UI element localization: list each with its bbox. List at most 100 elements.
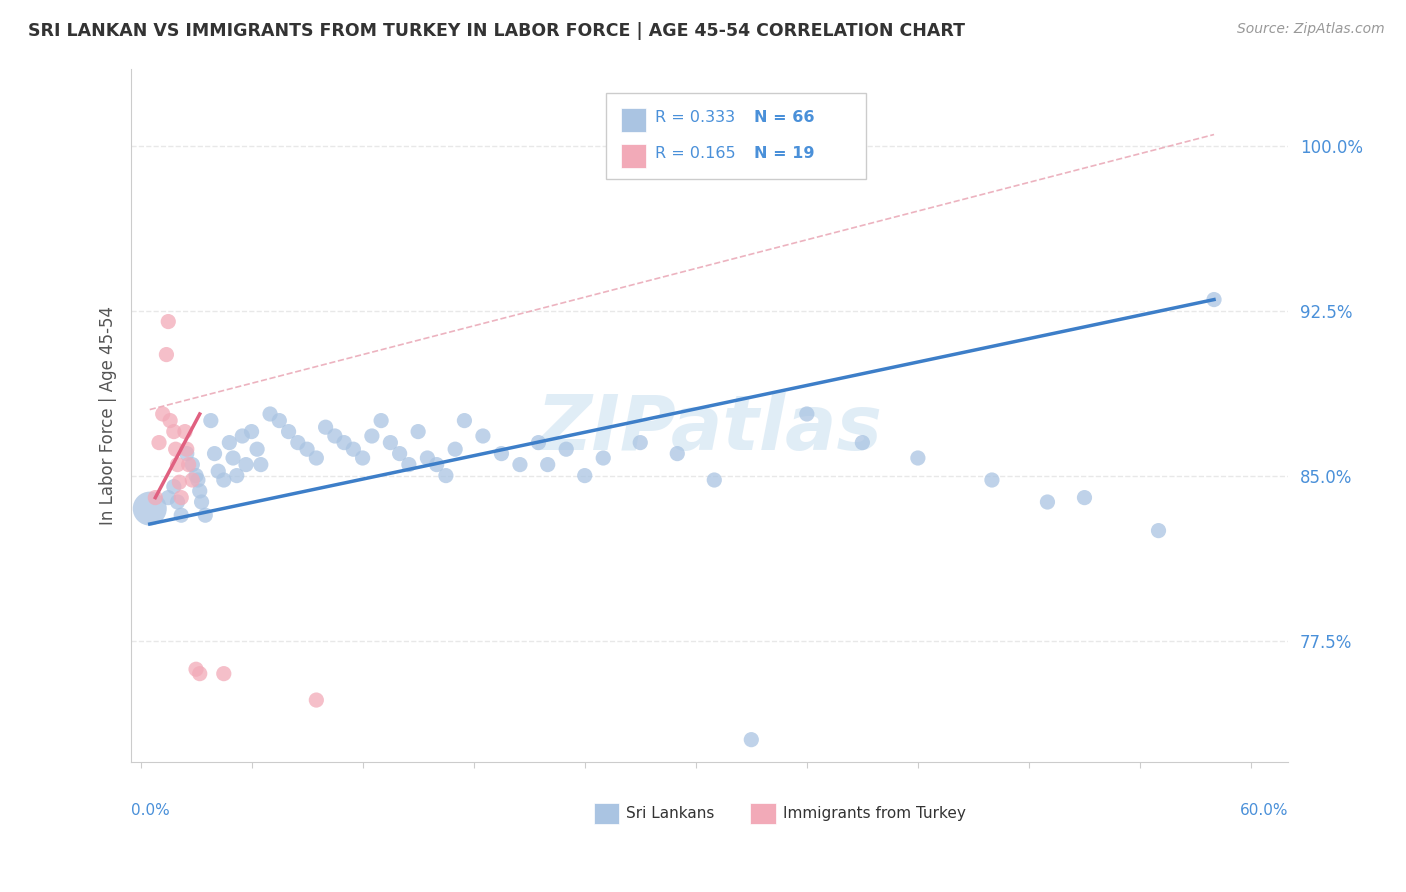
Point xyxy=(740,732,762,747)
Point xyxy=(187,473,209,487)
Point xyxy=(1202,293,1225,307)
Point xyxy=(181,458,204,472)
Point xyxy=(159,414,181,428)
Point xyxy=(352,450,374,465)
Point xyxy=(225,468,247,483)
Point xyxy=(1147,524,1170,538)
Point xyxy=(703,473,725,487)
Point xyxy=(166,495,188,509)
Point xyxy=(333,435,356,450)
Point xyxy=(163,425,186,439)
Y-axis label: In Labor Force | Age 45-54: In Labor Force | Age 45-54 xyxy=(100,306,117,524)
Point xyxy=(980,473,1002,487)
Point xyxy=(165,442,187,457)
FancyBboxPatch shape xyxy=(751,804,776,824)
Point xyxy=(246,442,269,457)
Point xyxy=(388,447,411,461)
Point xyxy=(222,450,245,465)
Point xyxy=(152,407,174,421)
Point xyxy=(277,425,299,439)
Point xyxy=(287,435,309,450)
Point xyxy=(163,480,186,494)
Text: Source: ZipAtlas.com: Source: ZipAtlas.com xyxy=(1237,22,1385,37)
Point xyxy=(148,435,170,450)
Point xyxy=(218,435,240,450)
Point xyxy=(259,407,281,421)
Text: N = 19: N = 19 xyxy=(754,146,814,161)
Point xyxy=(342,442,364,457)
Point xyxy=(170,508,193,523)
Point xyxy=(235,458,257,472)
Point xyxy=(169,475,191,490)
Text: 0.0%: 0.0% xyxy=(131,804,170,818)
Point xyxy=(143,491,166,505)
Point xyxy=(188,483,211,498)
Text: 60.0%: 60.0% xyxy=(1240,804,1288,818)
Point xyxy=(527,435,550,450)
Point xyxy=(315,420,337,434)
Point xyxy=(453,414,475,428)
Point xyxy=(231,429,253,443)
Point xyxy=(181,473,204,487)
Point xyxy=(188,666,211,681)
Point xyxy=(509,458,531,472)
FancyBboxPatch shape xyxy=(620,108,645,132)
Point xyxy=(305,693,328,707)
Point xyxy=(194,508,217,523)
Point xyxy=(360,429,382,443)
Point xyxy=(323,429,346,443)
Text: Immigrants from Turkey: Immigrants from Turkey xyxy=(783,806,966,822)
Point xyxy=(851,435,873,450)
Point xyxy=(426,458,449,472)
FancyBboxPatch shape xyxy=(593,804,620,824)
Text: SRI LANKAN VS IMMIGRANTS FROM TURKEY IN LABOR FORCE | AGE 45-54 CORRELATION CHAR: SRI LANKAN VS IMMIGRANTS FROM TURKEY IN … xyxy=(28,22,965,40)
Point xyxy=(212,473,235,487)
Point xyxy=(176,442,198,457)
Point xyxy=(537,458,560,472)
Point xyxy=(200,414,222,428)
Point xyxy=(380,435,402,450)
Point xyxy=(444,442,467,457)
Point xyxy=(212,666,235,681)
FancyBboxPatch shape xyxy=(620,144,645,168)
Point xyxy=(157,491,180,505)
Point xyxy=(398,458,420,472)
Point xyxy=(174,425,197,439)
Point xyxy=(666,447,689,461)
Point xyxy=(434,468,457,483)
Point xyxy=(176,447,198,461)
Point xyxy=(491,447,513,461)
Text: Sri Lankans: Sri Lankans xyxy=(626,806,714,822)
Point xyxy=(207,464,229,478)
Point xyxy=(370,414,392,428)
Point xyxy=(592,450,614,465)
Point xyxy=(305,450,328,465)
Point xyxy=(157,315,180,329)
Point xyxy=(166,458,188,472)
Point xyxy=(416,450,439,465)
Point xyxy=(628,435,651,450)
Point xyxy=(240,425,263,439)
Point xyxy=(204,447,226,461)
Text: R = 0.165: R = 0.165 xyxy=(655,146,735,161)
Point xyxy=(1036,495,1059,509)
Point xyxy=(190,495,212,509)
Point xyxy=(295,442,318,457)
Point xyxy=(250,458,273,472)
Point xyxy=(907,450,929,465)
FancyBboxPatch shape xyxy=(606,93,866,179)
Text: R = 0.333: R = 0.333 xyxy=(655,111,735,125)
Point xyxy=(170,491,193,505)
Point xyxy=(139,501,162,516)
Point xyxy=(796,407,818,421)
Point xyxy=(184,662,207,676)
Point xyxy=(177,458,200,472)
Point xyxy=(555,442,578,457)
Text: ZIPatlas: ZIPatlas xyxy=(537,392,883,466)
Point xyxy=(471,429,494,443)
Point xyxy=(406,425,429,439)
Point xyxy=(269,414,291,428)
Text: N = 66: N = 66 xyxy=(754,111,814,125)
Point xyxy=(574,468,596,483)
Point xyxy=(155,348,177,362)
